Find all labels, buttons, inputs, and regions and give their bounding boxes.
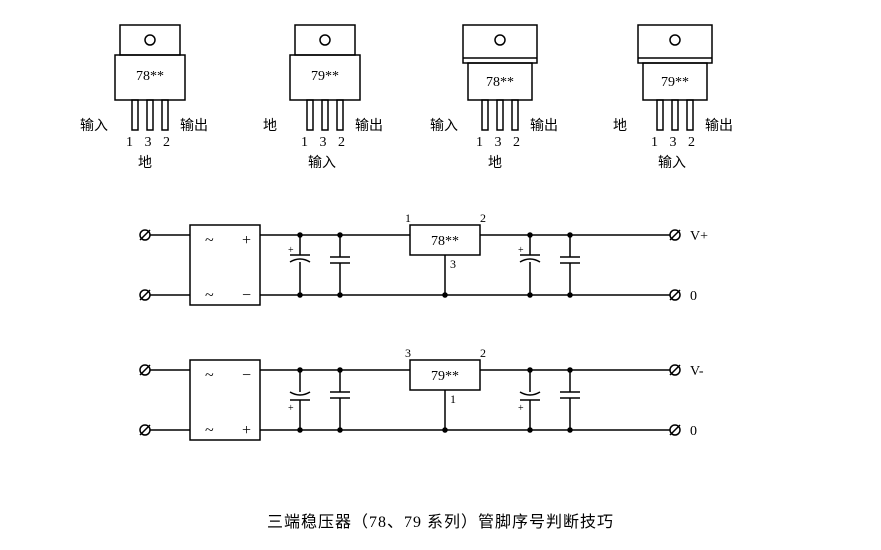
- part-label: 78**: [486, 75, 514, 90]
- bridge-bottom: +: [242, 422, 251, 439]
- pin-bottom-label: 输入: [658, 152, 686, 172]
- vout-label: V-: [690, 364, 704, 379]
- circuit-78: ~ ~ + − +: [130, 210, 750, 330]
- pin-right-label: 输出: [530, 115, 558, 135]
- circuit-svg: ~ ~ − + +: [130, 345, 750, 465]
- vout-label: V+: [690, 229, 708, 244]
- pin-nums: 1 3 2: [126, 135, 174, 151]
- part-label: 79**: [311, 69, 339, 84]
- pin-bottom-label: 地: [488, 152, 502, 172]
- pin-nums: 1 3 2: [301, 135, 349, 151]
- package-79-plastic: 79** 地 输出 1 3 2 输入: [245, 20, 405, 190]
- pin-left-label: 输入: [80, 115, 108, 135]
- package-78-plastic: 78** 输入 输出 1 3 2 地: [70, 20, 230, 190]
- pin-in: 1: [405, 211, 411, 225]
- svg-text:+: +: [288, 245, 294, 256]
- svg-text:+: +: [288, 403, 294, 414]
- bridge-top: +: [242, 232, 251, 249]
- package-78-metal: 78** 输入 输出 1 3 2 地: [420, 20, 580, 190]
- pin-left-label: 地: [263, 115, 277, 135]
- pin-in: 3: [405, 346, 411, 360]
- pin-out: 2: [480, 211, 486, 225]
- pin-left-label: 输入: [430, 115, 458, 135]
- pin-right-label: 输出: [180, 115, 208, 135]
- part-label: 79**: [661, 75, 689, 90]
- part-label: 78**: [136, 69, 164, 84]
- bridge-top: −: [242, 367, 251, 384]
- gnd-label: 0: [690, 424, 697, 439]
- pin-bottom-label: 地: [138, 152, 152, 172]
- svg-text:~: ~: [205, 287, 214, 304]
- pin-right-label: 输出: [355, 115, 383, 135]
- pin-left-label: 地: [613, 115, 627, 135]
- svg-text:+: +: [518, 403, 524, 414]
- bridge-bottom: −: [242, 287, 251, 304]
- reg-part: 79**: [431, 369, 459, 384]
- pin-bottom-label: 输入: [308, 152, 336, 172]
- pin-nums: 1 3 2: [651, 135, 699, 151]
- circuit-79: ~ ~ − + +: [130, 345, 750, 465]
- pin-nums: 1 3 2: [476, 135, 524, 151]
- reg-part: 78**: [431, 234, 459, 249]
- gnd-label: 0: [690, 289, 697, 304]
- package-79-metal: 79** 地 输出 1 3 2 输入: [595, 20, 755, 190]
- svg-text:~: ~: [205, 232, 214, 249]
- pin-gnd: 1: [450, 392, 456, 406]
- svg-text:+: +: [518, 245, 524, 256]
- pin-gnd: 3: [450, 257, 456, 271]
- caption: 三端稳压器（78、79 系列）管脚序号判断技巧: [0, 508, 881, 532]
- pin-right-label: 输出: [705, 115, 733, 135]
- packages-row: 78** 输入 输出 1 3 2 地 79**: [0, 20, 881, 190]
- pin-out: 2: [480, 346, 486, 360]
- circuits: ~ ~ + − +: [130, 210, 750, 470]
- svg-text:~: ~: [205, 422, 214, 439]
- svg-text:~: ~: [205, 367, 214, 384]
- diagram-container: 78** 输入 输出 1 3 2 地 79**: [0, 0, 881, 550]
- circuit-svg: ~ ~ + − +: [130, 210, 750, 330]
